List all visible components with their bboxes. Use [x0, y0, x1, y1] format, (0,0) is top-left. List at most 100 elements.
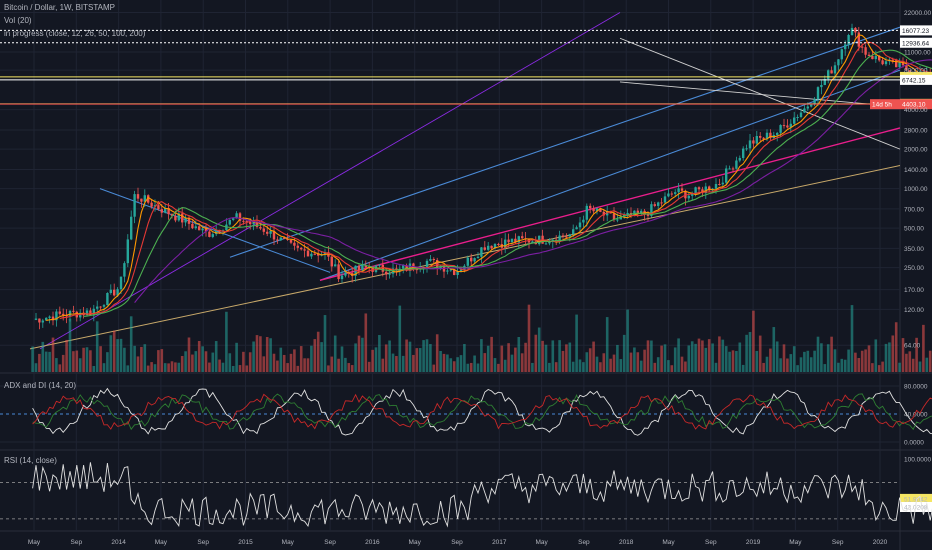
- volume-bar: [772, 327, 776, 372]
- volume-bar: [728, 351, 731, 372]
- volume-bar: [191, 354, 194, 372]
- volume-bar: [265, 337, 269, 372]
- candle-body: [742, 148, 745, 159]
- candle-body: [820, 85, 823, 88]
- candle-body: [449, 269, 452, 271]
- volume-bar: [510, 354, 514, 372]
- volume-bar: [837, 362, 840, 372]
- candle-body: [864, 47, 867, 55]
- time-tick-label: 2018: [619, 539, 634, 546]
- trendline-purple: [39, 12, 621, 350]
- volume-bar: [269, 338, 272, 372]
- candle-body: [34, 318, 38, 320]
- candle-body: [861, 46, 864, 48]
- candle-body: [402, 265, 405, 269]
- volume-bar: [687, 345, 691, 372]
- price-tick-label: 22000.00: [904, 10, 931, 17]
- candle-body: [721, 182, 724, 185]
- candle-body: [813, 99, 816, 105]
- volume-bar: [218, 359, 221, 372]
- volume-bar: [408, 341, 412, 372]
- volume-bar: [758, 335, 762, 372]
- price-tick-label: 8000.00: [904, 68, 928, 75]
- volume-bar: [282, 354, 286, 372]
- volume-bar: [432, 364, 436, 372]
- trendline-magenta: [319, 127, 901, 281]
- volume-bar: [551, 340, 555, 372]
- candle-body: [572, 229, 575, 235]
- volume-bar: [898, 362, 901, 372]
- candle-body: [609, 211, 612, 214]
- volume-bar: [537, 327, 541, 372]
- volume-bar: [588, 348, 592, 372]
- volume-bar: [184, 351, 187, 372]
- volume-bar: [174, 362, 177, 372]
- rsi-tag: [900, 501, 932, 512]
- adx-tick-label: 0.0000: [904, 440, 924, 447]
- candle-body: [334, 264, 337, 267]
- volume-bar: [418, 348, 422, 372]
- volume-bar: [755, 350, 759, 372]
- volume-bar: [116, 339, 119, 372]
- candle-body: [181, 213, 184, 223]
- candle-body: [847, 34, 850, 45]
- candle-body: [126, 239, 129, 264]
- volume-bar: [238, 365, 242, 372]
- volume-bar: [663, 344, 667, 372]
- candle-body: [62, 313, 65, 316]
- candle-body: [102, 305, 106, 307]
- volume-bar: [201, 346, 204, 372]
- volume-bar: [129, 316, 133, 372]
- candle-body: [544, 243, 548, 245]
- volume-bar: [568, 342, 572, 372]
- candle-body: [762, 137, 765, 139]
- volume-bar: [860, 350, 864, 372]
- candle-body: [640, 210, 643, 214]
- price-tick-label: 500.00: [904, 226, 924, 233]
- volume-bar: [422, 340, 425, 372]
- volume-bar: [605, 317, 609, 372]
- candle-body: [602, 211, 605, 216]
- candle-body: [490, 245, 493, 249]
- volume-bar: [544, 344, 548, 372]
- time-tick-label: 2014: [111, 539, 126, 546]
- volume-bar: [908, 351, 912, 372]
- volume-bar: [255, 335, 259, 372]
- volume-bar: [775, 341, 779, 372]
- volume-bar: [272, 353, 276, 372]
- volume-bar: [235, 342, 238, 372]
- time-tick-label: Sep: [197, 539, 209, 546]
- volume-bar: [367, 361, 371, 372]
- candle-body: [806, 106, 809, 109]
- candle-body: [677, 188, 680, 193]
- volume-bar: [340, 346, 344, 372]
- volume-bar: [225, 311, 228, 372]
- volume-bar: [731, 350, 735, 372]
- volume-bar: [480, 339, 483, 372]
- volume-bar: [306, 358, 310, 372]
- candle-body: [255, 221, 259, 227]
- volume-bar: [126, 365, 130, 372]
- volume-bar: [871, 363, 874, 372]
- volume-bar: [650, 340, 653, 372]
- candle-body: [242, 220, 245, 222]
- volume-bar: [680, 356, 684, 372]
- volume-bar: [323, 315, 327, 372]
- volume-bar: [925, 357, 929, 372]
- candle-body: [167, 208, 170, 215]
- price-level-tag: [900, 25, 932, 36]
- volume-bar: [456, 357, 459, 372]
- candle-body: [905, 65, 908, 71]
- volume-bar: [820, 343, 823, 372]
- volume-bar: [446, 354, 449, 372]
- volume-bar: [354, 343, 357, 372]
- volume-bar: [762, 362, 765, 372]
- candle-body: [561, 235, 565, 237]
- volume-bar: [486, 345, 490, 372]
- candle-body: [745, 148, 748, 150]
- volume-bar: [724, 346, 728, 372]
- candle-body: [789, 123, 792, 128]
- volume-bar: [646, 340, 650, 372]
